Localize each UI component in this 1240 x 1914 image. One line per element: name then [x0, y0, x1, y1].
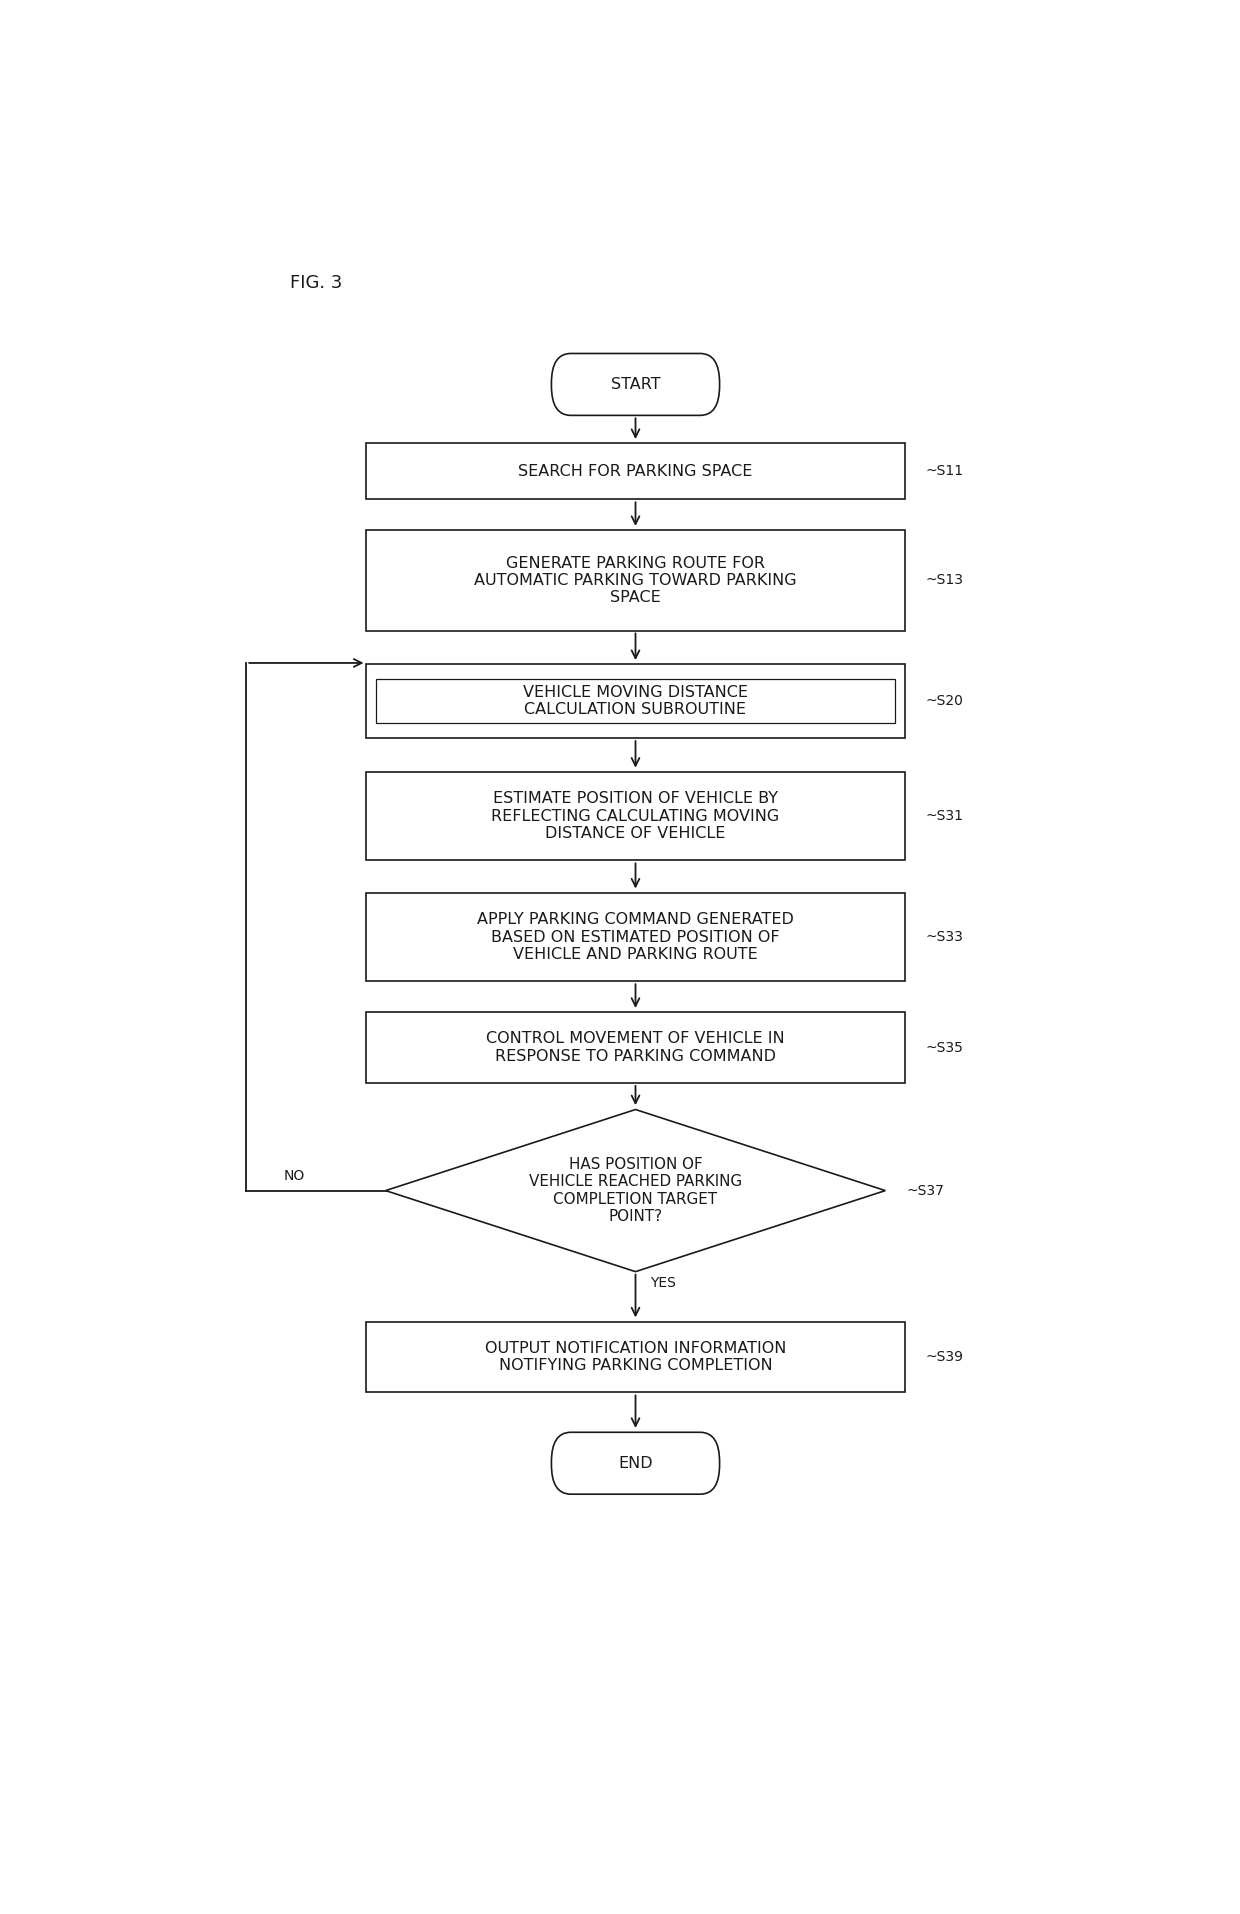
- Text: ~S31: ~S31: [926, 810, 963, 823]
- Text: ~S33: ~S33: [926, 930, 963, 944]
- FancyBboxPatch shape: [367, 892, 905, 982]
- Text: NO: NO: [284, 1169, 305, 1183]
- FancyBboxPatch shape: [367, 771, 905, 861]
- FancyBboxPatch shape: [367, 444, 905, 500]
- Text: ~S20: ~S20: [926, 695, 963, 708]
- Text: YES: YES: [650, 1277, 676, 1290]
- Text: CONTROL MOVEMENT OF VEHICLE IN
RESPONSE TO PARKING COMMAND: CONTROL MOVEMENT OF VEHICLE IN RESPONSE …: [486, 1032, 785, 1064]
- FancyBboxPatch shape: [367, 1323, 905, 1393]
- FancyBboxPatch shape: [367, 664, 905, 739]
- FancyBboxPatch shape: [552, 354, 719, 415]
- Text: ~S11: ~S11: [926, 465, 963, 478]
- FancyBboxPatch shape: [367, 1013, 905, 1083]
- Text: ~S35: ~S35: [926, 1041, 963, 1055]
- Text: END: END: [619, 1457, 652, 1470]
- Text: ~S13: ~S13: [926, 574, 963, 588]
- Text: ~S37: ~S37: [906, 1183, 945, 1198]
- FancyBboxPatch shape: [552, 1432, 719, 1495]
- Text: SEARCH FOR PARKING SPACE: SEARCH FOR PARKING SPACE: [518, 463, 753, 478]
- Text: APPLY PARKING COMMAND GENERATED
BASED ON ESTIMATED POSITION OF
VEHICLE AND PARKI: APPLY PARKING COMMAND GENERATED BASED ON…: [477, 913, 794, 963]
- Text: START: START: [610, 377, 661, 392]
- Text: ESTIMATE POSITION OF VEHICLE BY
REFLECTING CALCULATING MOVING
DISTANCE OF VEHICL: ESTIMATE POSITION OF VEHICLE BY REFLECTI…: [491, 790, 780, 840]
- Text: ~S39: ~S39: [926, 1349, 963, 1365]
- Text: VEHICLE MOVING DISTANCE
CALCULATION SUBROUTINE: VEHICLE MOVING DISTANCE CALCULATION SUBR…: [523, 685, 748, 718]
- Text: FIG. 3: FIG. 3: [290, 274, 342, 293]
- Text: OUTPUT NOTIFICATION INFORMATION
NOTIFYING PARKING COMPLETION: OUTPUT NOTIFICATION INFORMATION NOTIFYIN…: [485, 1342, 786, 1374]
- FancyBboxPatch shape: [367, 530, 905, 630]
- Text: HAS POSITION OF
VEHICLE REACHED PARKING
COMPLETION TARGET
POINT?: HAS POSITION OF VEHICLE REACHED PARKING …: [529, 1156, 742, 1225]
- Polygon shape: [386, 1110, 885, 1271]
- Text: GENERATE PARKING ROUTE FOR
AUTOMATIC PARKING TOWARD PARKING
SPACE: GENERATE PARKING ROUTE FOR AUTOMATIC PAR…: [474, 555, 797, 605]
